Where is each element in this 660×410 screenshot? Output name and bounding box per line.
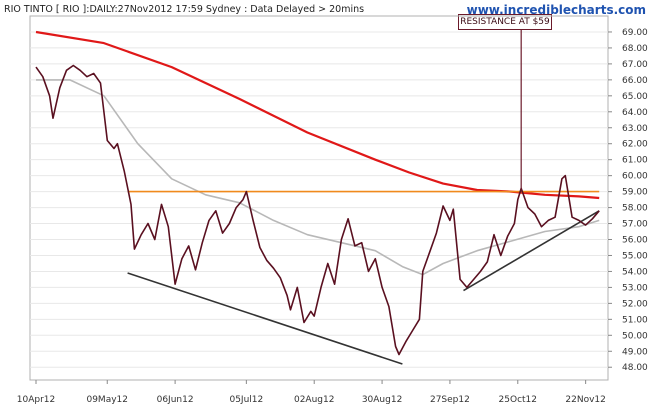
brand-watermark[interactable]: www.incrediblecharts.com: [466, 3, 646, 17]
series-price: [35, 64, 600, 356]
x-tick-label: 22Nov12: [565, 395, 605, 405]
y-tick-label: 51.00: [622, 315, 648, 325]
x-tick-label: 25Oct12: [499, 395, 537, 405]
x-tick-label: 05Jul12: [229, 395, 263, 405]
x-tick-label: 27Sep12: [430, 395, 470, 405]
y-tick-label: 62.00: [622, 140, 648, 150]
y-tick-label: 57.00: [622, 220, 648, 230]
y-tick-label: 58.00: [622, 204, 648, 214]
y-tick-label: 68.00: [622, 44, 648, 54]
y-tick-label: 64.00: [622, 108, 648, 118]
y-tick-label: 50.00: [622, 331, 648, 341]
x-tick-label: 02Aug12: [294, 395, 334, 405]
y-tick-label: 60.00: [622, 172, 648, 182]
x-tick-label: 10Apr12: [17, 395, 55, 405]
y-tick-label: 61.00: [622, 156, 648, 166]
y-tick-label: 66.00: [622, 76, 648, 86]
series-support-uptrend: [463, 210, 600, 292]
resistance-callout: RESISTANCE AT $59: [458, 14, 552, 30]
series-ma-slow: [35, 30, 600, 200]
chart-title: RIO TINTO [ RIO ]:DAILY:27Nov2012 17:59 …: [4, 4, 365, 15]
y-tick-label: 49.00: [622, 347, 648, 357]
plot-frame: [29, 15, 609, 381]
x-tick-label: 30Aug12: [362, 395, 402, 405]
y-tick-label: 59.00: [622, 188, 648, 198]
y-tick-label: 55.00: [622, 251, 648, 261]
y-tick-label: 56.00: [622, 236, 648, 246]
series-ma-fast: [36, 79, 600, 276]
y-tick-label: 63.00: [622, 124, 648, 134]
series-support-downtrend: [127, 272, 403, 365]
y-tick-label: 52.00: [622, 299, 648, 309]
y-tick-label: 67.00: [622, 60, 648, 70]
y-tick-label: 54.00: [622, 267, 648, 277]
y-tick-label: 69.00: [622, 28, 648, 38]
x-tick-label: 06Jun12: [157, 395, 194, 405]
y-tick-label: 65.00: [622, 92, 648, 102]
x-tick-label: 09May12: [86, 395, 128, 405]
y-tick-label: 53.00: [622, 283, 648, 293]
y-tick-label: 48.00: [622, 363, 648, 373]
